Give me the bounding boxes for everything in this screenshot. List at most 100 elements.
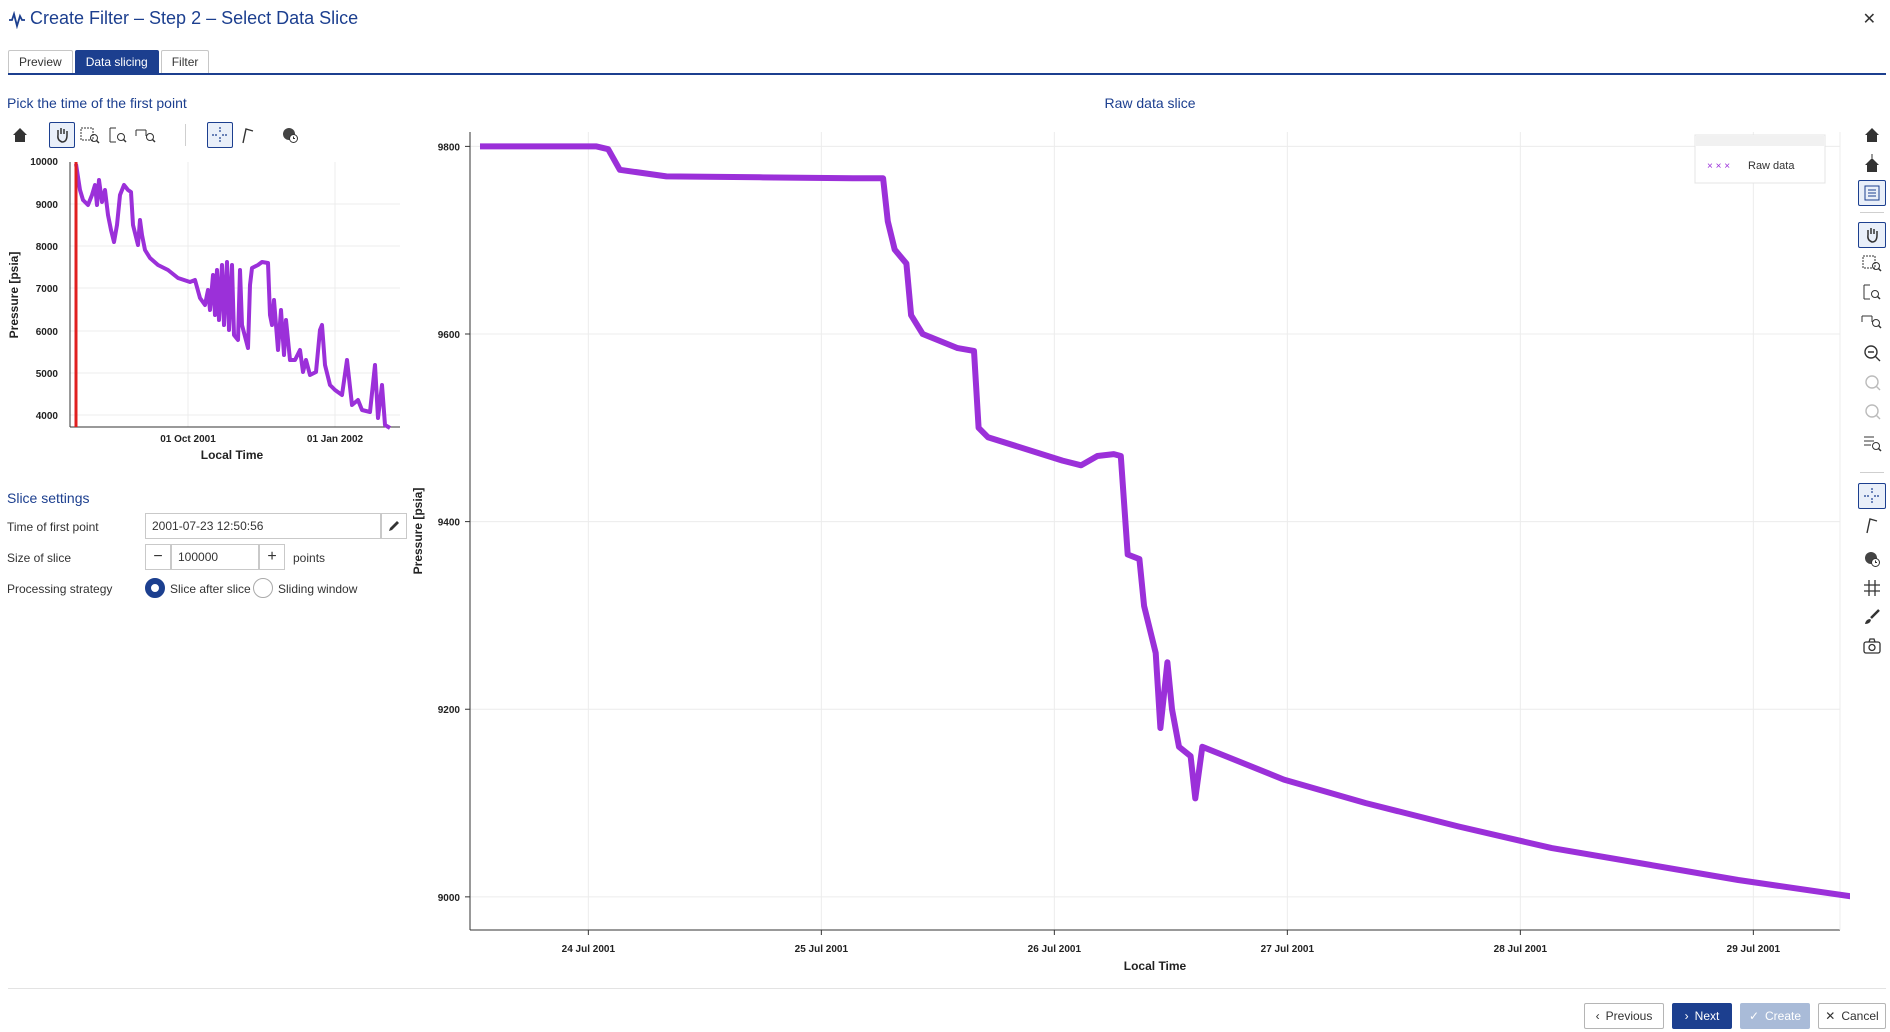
overview-ytick: 8000 bbox=[36, 242, 59, 253]
time-pick-icon[interactable] bbox=[1858, 546, 1886, 572]
brush-icon[interactable] bbox=[1858, 604, 1886, 630]
zoom-out-icon[interactable] bbox=[1858, 340, 1886, 366]
pan-icon[interactable] bbox=[49, 122, 75, 148]
create-label: Create bbox=[1765, 1009, 1802, 1023]
tab-data-slicing[interactable]: Data slicing bbox=[74, 50, 159, 74]
chevron-left-icon: ‹ bbox=[1595, 1009, 1600, 1023]
y-tick-label: 9400 bbox=[438, 518, 461, 529]
home-icon[interactable] bbox=[1858, 122, 1886, 148]
next-label: Next bbox=[1694, 1009, 1720, 1023]
toolbar-separator bbox=[1860, 472, 1884, 473]
slice-settings-title: Slice settings bbox=[7, 490, 90, 506]
y-tick-label: 9600 bbox=[438, 330, 461, 341]
tab-preview[interactable]: Preview bbox=[8, 50, 73, 74]
increment-button[interactable]: + bbox=[259, 544, 285, 570]
overview-xtick: 01 Oct 2001 bbox=[160, 434, 216, 445]
legend-header bbox=[1696, 136, 1824, 146]
y-axis-label: Pressure [psia] bbox=[411, 488, 425, 575]
auto-zoom-icon[interactable] bbox=[1858, 430, 1886, 456]
overview-xtick: 01 Jan 2002 bbox=[307, 434, 364, 445]
x-tick-label: 24 Jul 2001 bbox=[562, 944, 616, 955]
radio-slice-after-slice-label[interactable]: Slice after slice bbox=[170, 582, 251, 596]
tab-filter[interactable]: Filter bbox=[160, 50, 210, 74]
toolbar-separator bbox=[1860, 212, 1884, 213]
reset-icon[interactable] bbox=[1858, 151, 1886, 177]
y-tick-label: 9800 bbox=[438, 142, 461, 153]
pan-icon[interactable] bbox=[1858, 222, 1886, 248]
undo-zoom-icon[interactable] bbox=[1858, 369, 1886, 395]
y-zoom-icon[interactable] bbox=[105, 122, 131, 148]
footer-divider bbox=[8, 988, 1886, 989]
radio-sliding-window-label[interactable]: Sliding window bbox=[278, 582, 358, 596]
x-tick-label: 29 Jul 2001 bbox=[1727, 944, 1781, 955]
check-icon: ✓ bbox=[1748, 1009, 1760, 1023]
toolbar-separator bbox=[185, 124, 186, 146]
redo-zoom-icon[interactable] bbox=[1858, 398, 1886, 424]
size-of-slice-input[interactable]: 100000 bbox=[171, 544, 259, 570]
tab-bar: Preview Data slicing Filter bbox=[8, 50, 210, 74]
title-bar: Create Filter – Step 2 – Select Data Sli… bbox=[0, 0, 1890, 40]
legend-marker: × × × bbox=[1707, 161, 1730, 172]
create-button[interactable]: ✓ Create bbox=[1740, 1003, 1810, 1029]
cancel-button[interactable]: ✕ Cancel bbox=[1818, 1003, 1886, 1029]
overview-xlabel: Local Time bbox=[201, 448, 264, 462]
close-icon: ✕ bbox=[1825, 1009, 1836, 1023]
chevron-right-icon: › bbox=[1684, 1009, 1689, 1023]
raw-data-chart-svg[interactable]: 24 Jul 2001 25 Jul 2001 26 Jul 2001 27 Jul … bbox=[410, 120, 1890, 973]
raw-data-slice-title: Raw data slice bbox=[1104, 95, 1196, 111]
cancel-label: Cancel bbox=[1841, 1009, 1879, 1023]
size-unit-label: points bbox=[293, 551, 326, 565]
overview-ytick: 10000 bbox=[30, 157, 58, 168]
radio-slice-after-slice[interactable] bbox=[145, 578, 165, 598]
legend[interactable]: × × × Raw data bbox=[1694, 134, 1826, 184]
legend-icon[interactable] bbox=[1858, 180, 1886, 206]
crosshair-icon[interactable] bbox=[207, 122, 233, 148]
time-pick-icon[interactable] bbox=[277, 122, 303, 148]
camera-icon[interactable] bbox=[1858, 633, 1886, 659]
time-of-first-point-input[interactable]: 2001-07-23 12:50:56 bbox=[145, 513, 381, 539]
pick-time-title: Pick the time of the first point bbox=[7, 95, 187, 111]
x-tick-label: 26 Jul 2001 bbox=[1028, 944, 1082, 955]
line-pick-icon[interactable] bbox=[1858, 512, 1886, 538]
raw-data-chart[interactable]: 24 Jul 2001 25 Jul 2001 26 Jul 2001 27 Jul … bbox=[410, 120, 1890, 973]
previous-label: Previous bbox=[1605, 1009, 1653, 1023]
tab-underline bbox=[8, 73, 1886, 75]
processing-strategy-label: Processing strategy bbox=[7, 582, 113, 596]
grid-icon[interactable] bbox=[1858, 575, 1886, 601]
y-tick-label: 9200 bbox=[438, 705, 461, 716]
overview-ylabel: Pressure [psia] bbox=[7, 252, 21, 339]
previous-button[interactable]: ‹ Previous bbox=[1584, 1003, 1664, 1029]
edit-pencil-icon[interactable] bbox=[381, 513, 407, 539]
overview-ytick: 9000 bbox=[36, 200, 59, 211]
close-icon[interactable]: ✕ bbox=[1862, 11, 1876, 28]
decrement-button[interactable]: − bbox=[145, 544, 171, 570]
overview-chart-svg[interactable]: 10000 9000 8000 7000 6000 5000 4000 01 O… bbox=[0, 150, 410, 468]
y-tick-label: 9000 bbox=[438, 893, 461, 904]
x-zoom-icon[interactable] bbox=[133, 122, 159, 148]
size-of-slice-label: Size of slice bbox=[7, 551, 72, 565]
radio-sliding-window[interactable] bbox=[253, 578, 273, 598]
overview-chart[interactable]: 10000 9000 8000 7000 6000 5000 4000 01 O… bbox=[0, 150, 410, 468]
x-axis-label: Local Time bbox=[1124, 959, 1187, 970]
overview-series bbox=[74, 163, 392, 430]
overview-ytick: 4000 bbox=[36, 411, 59, 422]
legend-label: Raw data bbox=[1748, 160, 1795, 172]
box-zoom-icon[interactable] bbox=[1858, 250, 1886, 276]
home-icon[interactable] bbox=[7, 122, 33, 148]
window-title: Create Filter – Step 2 – Select Data Sli… bbox=[30, 8, 359, 28]
next-button[interactable]: › Next bbox=[1672, 1003, 1732, 1029]
raw-data-series bbox=[480, 143, 1890, 906]
overview-ytick: 7000 bbox=[36, 284, 59, 295]
signal-icon bbox=[9, 11, 25, 29]
crosshair-icon[interactable] bbox=[1858, 483, 1886, 509]
box-zoom-icon[interactable] bbox=[77, 122, 103, 148]
x-zoom-icon[interactable] bbox=[1858, 308, 1886, 334]
x-tick-label: 28 Jul 2001 bbox=[1494, 944, 1548, 955]
y-zoom-icon[interactable] bbox=[1858, 279, 1886, 305]
line-pick-icon[interactable] bbox=[235, 122, 261, 148]
time-of-first-point-label: Time of first point bbox=[7, 520, 99, 534]
x-tick-label: 27 Jul 2001 bbox=[1261, 944, 1315, 955]
overview-ytick: 5000 bbox=[36, 369, 59, 380]
overview-ytick: 6000 bbox=[36, 327, 59, 338]
